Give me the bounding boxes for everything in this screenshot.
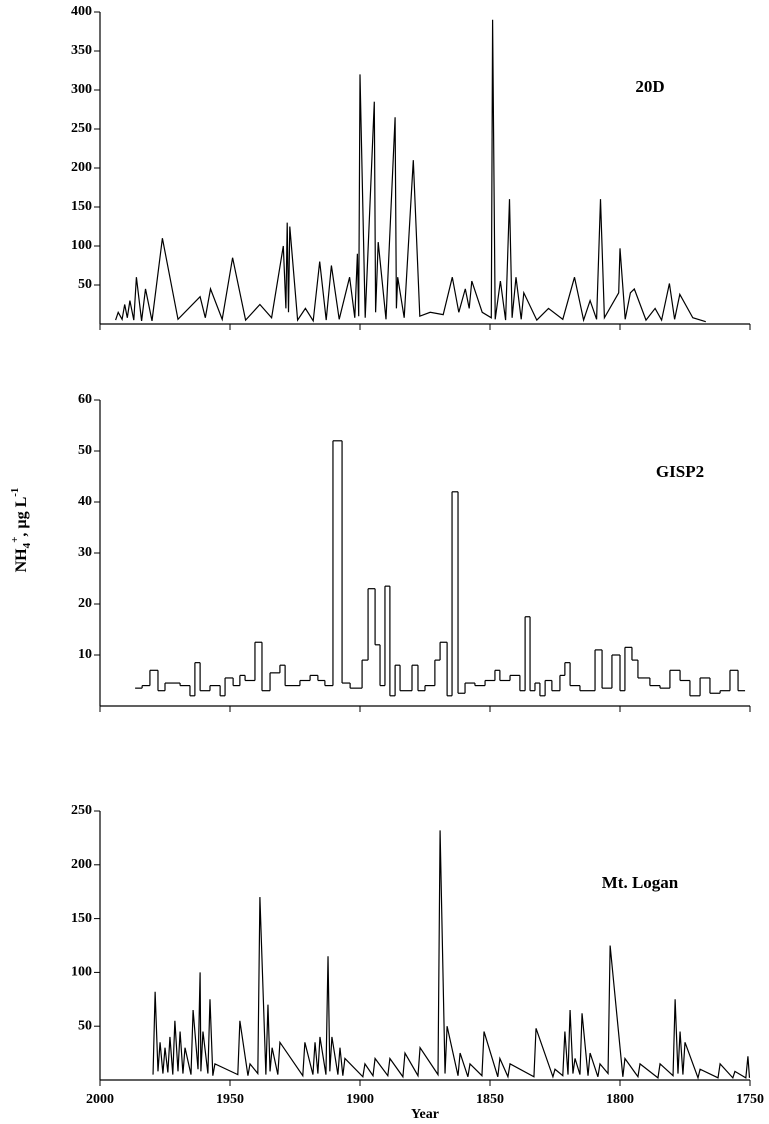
y-tick-label: 60 — [78, 392, 92, 407]
y-tick-label: 50 — [78, 277, 92, 292]
x-tick-label: 1800 — [606, 1092, 634, 1107]
panel-title: GISP2 — [656, 462, 704, 481]
y-tick-label: 150 — [71, 911, 92, 926]
y-label-part: 4 — [21, 542, 33, 548]
y-label-part: + — [9, 537, 21, 543]
x-axis-label: Year — [411, 1107, 439, 1122]
x-tick-label: 1850 — [476, 1092, 504, 1107]
y-tick-label: 400 — [71, 4, 92, 19]
y-tick-label: 50 — [78, 443, 92, 458]
panel-title: 20D — [635, 77, 664, 96]
y-label-part: -1 — [9, 488, 21, 497]
data-line — [152, 830, 751, 1080]
x-tick-label: 1750 — [736, 1092, 764, 1107]
y-tick-label: 50 — [78, 1018, 92, 1033]
data-line — [115, 19, 706, 323]
y-tick-label: 30 — [78, 545, 92, 560]
y-tick-label: 100 — [71, 238, 92, 253]
y-tick-label: 300 — [71, 82, 92, 97]
y-tick-label: 40 — [78, 494, 92, 509]
y-label-part: NH — [13, 548, 30, 573]
y-tick-label: 200 — [71, 857, 92, 872]
y-label-part: , µg L — [13, 497, 30, 537]
y-tick-label: 250 — [71, 121, 92, 136]
y-tick-label: 100 — [71, 965, 92, 980]
x-tick-label: 1900 — [346, 1092, 374, 1107]
y-tick-label: 350 — [71, 43, 92, 58]
y-axis-label: NH4+, µg L-1 — [9, 488, 33, 573]
x-tick-label: 2000 — [86, 1092, 114, 1107]
x-tick-label: 1950 — [216, 1092, 244, 1107]
y-tick-label: 250 — [71, 803, 92, 818]
y-tick-label: 200 — [71, 160, 92, 175]
y-tick-label: 10 — [78, 647, 92, 662]
panel-title: Mt. Logan — [602, 873, 679, 892]
y-tick-label: 150 — [71, 199, 92, 214]
y-tick-label: 20 — [78, 596, 92, 611]
